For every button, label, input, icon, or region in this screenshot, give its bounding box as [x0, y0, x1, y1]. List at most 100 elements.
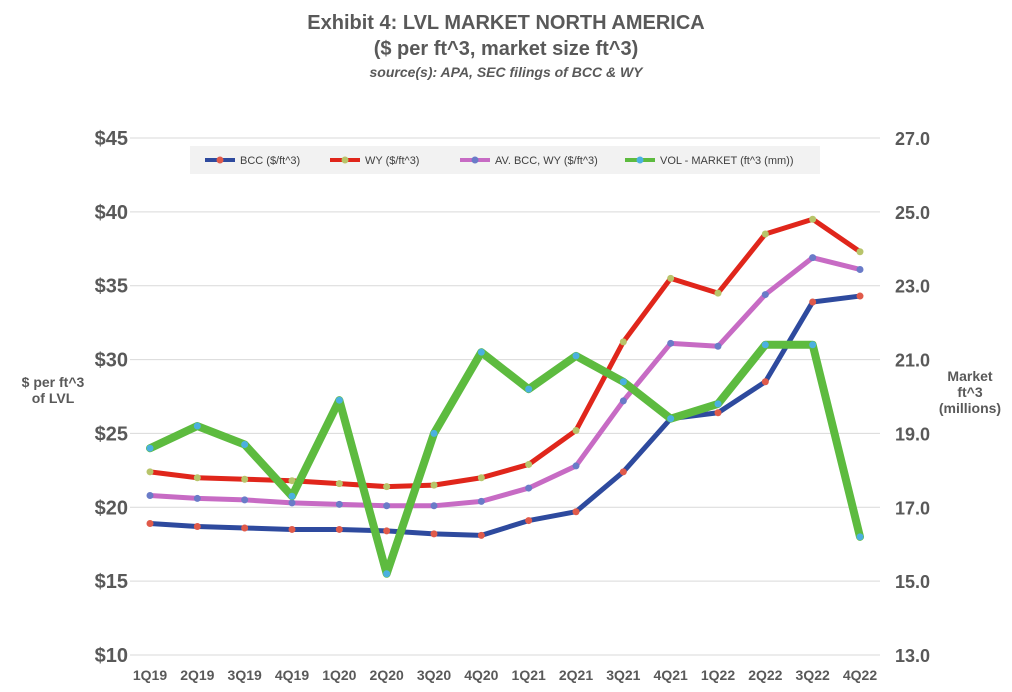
y-right-tick-label: 17.0: [895, 498, 930, 518]
data-point-vol: [761, 341, 769, 349]
data-point-vol: [335, 396, 343, 404]
chart-subtitle: ($ per ft^3, market size ft^3): [373, 38, 639, 60]
y-axis-left-label-line1: $ per ft^3: [21, 374, 85, 390]
data-point-wy: [288, 477, 296, 485]
data-point-vol: [667, 415, 675, 423]
y-left-tick-label: $45: [95, 128, 128, 150]
data-point-avg: [619, 397, 627, 405]
y-axis-left-label: $ per ft^3 of LVL: [8, 374, 98, 406]
data-point-wy: [383, 483, 391, 491]
data-point-wy: [619, 338, 627, 346]
data-point-bcc: [572, 508, 580, 516]
legend-marker-vol: [636, 156, 644, 164]
x-tick-label: 1Q20: [322, 667, 356, 683]
y-right-tick-label: 27.0: [895, 129, 930, 149]
y-left-tick-label: $20: [95, 497, 128, 519]
data-point-bcc: [241, 524, 249, 532]
data-point-avg: [241, 496, 249, 504]
data-point-vol: [430, 429, 438, 437]
x-tick-label: 2Q21: [559, 667, 593, 683]
data-point-bcc: [525, 517, 533, 525]
legend-label-vol: VOL - MARKET (ft^3 (mm)): [660, 155, 794, 167]
y-left-tick-label: $25: [95, 423, 128, 445]
data-point-vol: [288, 492, 296, 500]
y-right-tick-label: 25.0: [895, 203, 930, 223]
data-point-bcc: [193, 522, 201, 530]
y-axis-right-label-line1: Market: [947, 368, 993, 384]
x-tick-label: 3Q22: [796, 667, 830, 683]
data-point-bcc: [383, 527, 391, 535]
legend: BCC ($/ft^3) WY ($/ft^3) AV. BCC, WY ($/ft…: [190, 146, 820, 174]
data-point-bcc: [619, 468, 627, 476]
axis-layer: $10 13.0 $15 15.0 $20 17.0 $25 19.0 $30 21.0 $35 23…: [95, 128, 930, 683]
x-tick-label: 4Q21: [654, 667, 688, 683]
x-tick-label: 3Q21: [606, 667, 640, 683]
x-tick-label: 2Q19: [180, 667, 214, 683]
data-point-vol: [714, 400, 722, 408]
data-point-wy: [430, 481, 438, 489]
legend-label-avg: AV. BCC, WY ($/ft^3): [495, 155, 598, 167]
data-point-bcc: [477, 531, 485, 539]
x-tick-label: 3Q20: [417, 667, 451, 683]
data-point-vol: [146, 444, 154, 452]
y-right-tick-label: 21.0: [895, 351, 930, 371]
data-point-avg: [667, 339, 675, 347]
data-point-bcc: [856, 292, 864, 300]
x-tick-label: 2Q20: [370, 667, 404, 683]
data-point-avg: [193, 494, 201, 502]
data-point-wy: [809, 215, 817, 223]
data-point-wy: [525, 460, 533, 468]
y-left-tick-label: $10: [95, 645, 128, 667]
data-point-avg: [856, 265, 864, 273]
data-point-avg: [525, 484, 533, 492]
data-point-bcc: [809, 298, 817, 306]
data-point-vol: [383, 570, 391, 578]
data-point-bcc: [146, 520, 154, 528]
y-left-tick-label: $40: [95, 202, 128, 224]
series-line-vol: [146, 340, 864, 578]
data-point-vol: [619, 378, 627, 386]
grid-layer: [130, 137, 880, 656]
data-point-bcc: [335, 525, 343, 533]
y-axis-right-label: Market ft^3 (millions): [930, 368, 1010, 416]
data-point-bcc: [430, 530, 438, 538]
data-point-bcc: [714, 409, 722, 417]
data-point-avg: [146, 491, 154, 499]
y-left-tick-label: $30: [95, 350, 128, 372]
data-point-avg: [809, 254, 817, 262]
legend-box: [190, 146, 820, 174]
y-right-tick-label: 15.0: [895, 572, 930, 592]
data-point-avg: [572, 462, 580, 470]
data-point-avg: [288, 499, 296, 507]
x-tick-label: 4Q22: [843, 667, 877, 683]
data-point-vol: [856, 533, 864, 541]
series-line-avg: [147, 255, 863, 509]
y-right-tick-label: 13.0: [895, 646, 930, 666]
chart-title: Exhibit 4: LVL MARKET NORTH AMERICA: [307, 12, 705, 34]
y-axis-right-label-line3: (millions): [938, 400, 1002, 416]
y-right-tick-label: 19.0: [895, 424, 930, 444]
series-line-wy: [147, 216, 863, 490]
legend-label-wy: WY ($/ft^3): [365, 155, 419, 167]
chart-source: source(s): APA, SEC filings of BCC & WY: [369, 64, 643, 80]
x-tick-label: 2Q22: [748, 667, 782, 683]
data-point-avg: [714, 342, 722, 350]
data-point-vol: [572, 352, 580, 360]
data-point-wy: [667, 274, 675, 282]
data-point-avg: [477, 497, 485, 505]
x-tick-label: 3Q19: [228, 667, 262, 683]
x-tick-label: 4Q19: [275, 667, 309, 683]
data-point-wy: [761, 230, 769, 238]
x-tick-label: 1Q21: [512, 667, 546, 683]
y-axis-right-label-line2: ft^3: [957, 384, 983, 400]
x-tick-label: 1Q19: [133, 667, 167, 683]
data-point-wy: [714, 289, 722, 297]
data-point-wy: [856, 248, 864, 256]
data-point-avg: [430, 502, 438, 510]
data-point-bcc: [761, 378, 769, 386]
y-axis-left-label-line2: of LVL: [31, 390, 75, 406]
data-point-avg: [335, 500, 343, 508]
data-point-vol: [809, 341, 817, 349]
series-layer: [146, 215, 864, 578]
